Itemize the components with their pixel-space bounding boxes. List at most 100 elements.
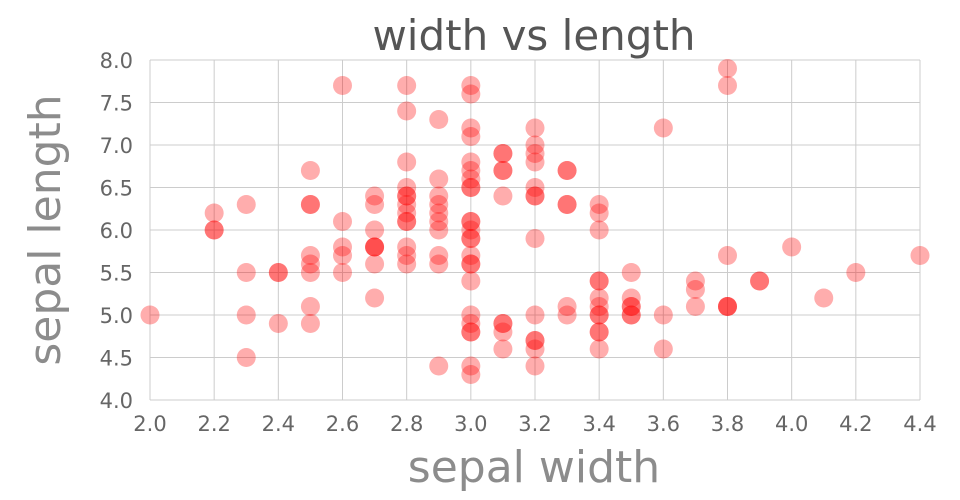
data-point (461, 254, 481, 274)
y-tick-label: 5.5 (100, 262, 133, 286)
data-point (461, 271, 481, 291)
data-point (461, 322, 481, 342)
data-point (333, 246, 352, 265)
data-point (461, 152, 481, 172)
data-point (397, 237, 417, 257)
data-point (429, 246, 449, 265)
data-point (365, 237, 385, 257)
data-point (718, 59, 737, 78)
data-point (461, 84, 481, 104)
data-point (589, 297, 609, 316)
data-point (397, 101, 417, 121)
data-point (268, 263, 288, 282)
data-point (750, 271, 770, 291)
data-point (333, 212, 352, 231)
data-point (300, 297, 320, 316)
x-tick-label: 2.6 (326, 412, 359, 436)
data-point (685, 297, 705, 316)
data-point (653, 118, 673, 138)
data-point (718, 297, 737, 316)
data-point (493, 339, 513, 359)
data-point (846, 263, 866, 282)
data-point (236, 348, 256, 367)
data-point (429, 212, 449, 231)
x-tick-label: 4.4 (903, 412, 936, 436)
data-point (718, 246, 737, 265)
x-tick-labels: 2.0 2.2 2.4 2.6 2.8 3.0 3.2 3.4 3.6 3.8 4.0 4.2 4.4 (133, 412, 936, 436)
data-point (461, 212, 481, 231)
data-point (140, 305, 160, 325)
data-point (493, 314, 513, 333)
y-tick-labels: 4.0 4.5 5.0 5.5 6.0 6.5 7.0 7.5 8.0 (100, 49, 133, 413)
data-point (461, 314, 481, 333)
data-point (461, 220, 481, 240)
data-point (814, 288, 834, 308)
data-point (461, 365, 481, 384)
data-point (236, 195, 256, 214)
data-point (204, 220, 224, 240)
data-point (236, 263, 256, 282)
data-point (493, 322, 513, 342)
data-point (429, 110, 449, 129)
data-point (300, 161, 320, 180)
data-point (300, 246, 320, 265)
data-point (236, 305, 256, 325)
gridlines (149, 59, 921, 401)
data-point (493, 314, 513, 333)
data-point (493, 186, 513, 206)
data-point (461, 322, 481, 342)
data-point (589, 220, 609, 240)
data-point (461, 118, 481, 138)
data-point (525, 356, 545, 376)
y-tick-label: 6.0 (100, 219, 133, 243)
data-point (718, 297, 737, 316)
y-tick-label: 4.0 (100, 389, 133, 413)
data-point (397, 254, 417, 274)
data-point (300, 314, 320, 333)
data-point (461, 229, 481, 248)
x-tick-label: 3.0 (454, 412, 487, 436)
y-tick-label: 7.5 (100, 92, 133, 116)
data-point (557, 161, 577, 180)
data-point (429, 254, 449, 274)
data-point (589, 322, 609, 342)
data-point (685, 280, 705, 299)
data-point (268, 314, 288, 333)
data-point (461, 161, 481, 180)
data-point (750, 271, 770, 291)
data-point (525, 118, 545, 138)
data-point (461, 305, 481, 325)
data-point (365, 186, 385, 206)
data-point (461, 76, 481, 95)
data-point (525, 339, 545, 359)
data-point (493, 161, 513, 180)
x-tick-label: 2.8 (390, 412, 423, 436)
data-point (589, 271, 609, 291)
data-point (653, 305, 673, 325)
data-point (718, 297, 737, 316)
data-point (461, 356, 481, 376)
data-point (365, 288, 385, 308)
data-point (461, 169, 481, 189)
data-point (910, 246, 930, 265)
data-point (589, 288, 609, 308)
data-point (365, 237, 385, 257)
data-point (621, 305, 641, 325)
data-point (621, 288, 641, 308)
data-point (461, 229, 481, 248)
data-point (621, 297, 641, 316)
data-point (461, 246, 481, 265)
data-point (557, 161, 577, 180)
data-point (525, 331, 545, 350)
data-point (300, 254, 320, 274)
data-point (397, 186, 417, 206)
x-tick-label: 2.4 (262, 412, 295, 436)
data-point (653, 339, 673, 359)
data-point (429, 203, 449, 223)
data-point (429, 195, 449, 214)
y-tick-label: 8.0 (100, 49, 133, 73)
data-point (461, 127, 481, 146)
data-point (461, 254, 481, 274)
data-point (333, 263, 352, 282)
